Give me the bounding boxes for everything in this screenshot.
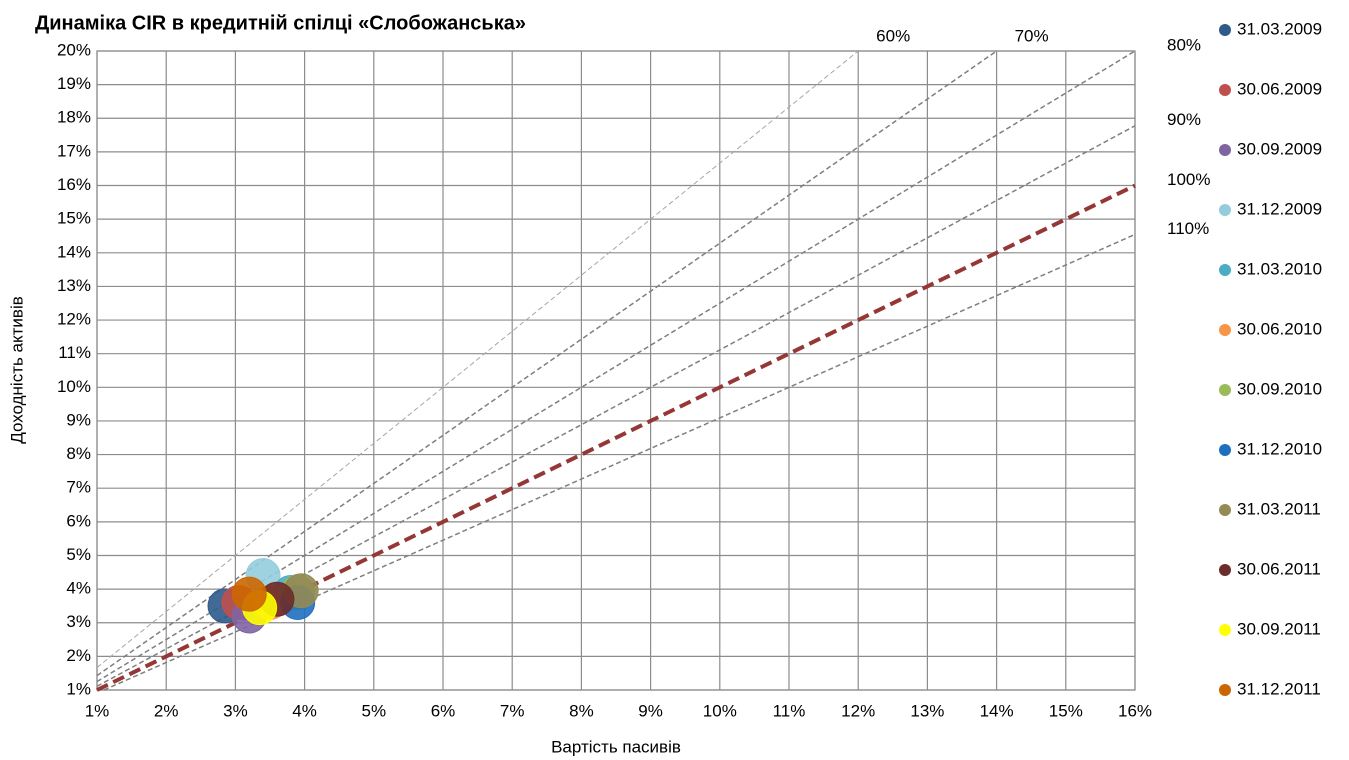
x-tick-label: 4%	[292, 701, 317, 720]
legend-label: 30.09.2011	[1237, 619, 1321, 638]
x-tick-label: 3%	[223, 701, 248, 720]
x-tick-label: 10%	[703, 701, 737, 720]
x-tick-label: 7%	[500, 701, 525, 720]
legend-marker	[1219, 444, 1231, 456]
y-tick-label: 13%	[57, 276, 91, 295]
legend-marker	[1219, 564, 1231, 576]
legend-marker	[1219, 324, 1231, 336]
cir-label: 70%	[1015, 26, 1049, 45]
y-tick-label: 14%	[57, 242, 91, 261]
legend-marker	[1219, 264, 1231, 276]
legend-marker	[1219, 84, 1231, 96]
legend-marker	[1219, 684, 1231, 696]
legend-label: 31.03.2010	[1237, 259, 1322, 278]
legend-marker	[1219, 24, 1231, 36]
x-tick-label: 15%	[1049, 701, 1083, 720]
y-tick-label: 8%	[66, 444, 91, 463]
legend-marker	[1219, 144, 1231, 156]
y-tick-label: 6%	[66, 511, 91, 530]
x-tick-label: 6%	[431, 701, 456, 720]
y-tick-label: 15%	[57, 209, 91, 228]
legend-label: 30.06.2010	[1237, 319, 1322, 338]
y-axis-label: Доходність активів	[7, 296, 26, 444]
cir-label: 90%	[1167, 110, 1201, 129]
y-tick-label: 11%	[58, 343, 91, 362]
y-tick-label: 3%	[66, 612, 91, 631]
x-tick-label: 12%	[841, 701, 875, 720]
y-tick-label: 16%	[57, 175, 91, 194]
y-tick-label: 10%	[57, 377, 91, 396]
x-tick-label: 8%	[569, 701, 594, 720]
legend-label: 31.12.2010	[1237, 439, 1322, 458]
cir-line	[96, 50, 859, 668]
plot-border	[96, 50, 1136, 691]
legend-label: 31.12.2009	[1237, 199, 1322, 218]
cir-line	[96, 50, 998, 677]
y-tick-label: 1%	[66, 679, 91, 698]
y-tick-label: 7%	[66, 478, 91, 497]
legend-marker	[1219, 204, 1231, 216]
y-tick-label: 2%	[66, 646, 91, 665]
legend-label: 30.09.2010	[1237, 379, 1322, 398]
x-tick-label: 2%	[154, 701, 179, 720]
y-tick-label: 9%	[66, 410, 91, 429]
x-tick-label: 11%	[773, 701, 806, 720]
cir-label: 110%	[1167, 219, 1209, 238]
cir-label: 60%	[876, 26, 910, 45]
legend-marker	[1219, 624, 1231, 636]
legend-label: 30.06.2011	[1237, 559, 1321, 578]
x-tick-label: 16%	[1118, 701, 1152, 720]
y-tick-label: 5%	[66, 545, 91, 564]
y-tick-label: 17%	[57, 141, 91, 160]
x-tick-label: 5%	[362, 701, 387, 720]
legend-marker	[1219, 504, 1231, 516]
legend-label: 31.12.2011	[1237, 679, 1321, 698]
chart-title: Динаміка CIR в кредитній спілці «Слобожа…	[35, 12, 526, 34]
legend-label: 30.09.2009	[1237, 139, 1322, 158]
legend-label: 31.03.2011	[1237, 499, 1321, 518]
cir-line	[96, 183, 1136, 692]
bubble	[231, 576, 267, 612]
cir-label: 100%	[1167, 170, 1210, 189]
x-tick-label: 1%	[85, 701, 110, 720]
y-tick-label: 20%	[57, 40, 91, 59]
y-tick-label: 19%	[57, 74, 91, 93]
legend-marker	[1219, 384, 1231, 396]
legend-label: 31.03.2009	[1237, 19, 1322, 38]
y-tick-label: 12%	[57, 310, 91, 329]
legend-label: 30.06.2009	[1237, 79, 1322, 98]
x-tick-label: 14%	[980, 701, 1014, 720]
cir-label: 80%	[1167, 35, 1201, 54]
x-tick-label: 9%	[638, 701, 663, 720]
x-axis-label: Вартість пасивів	[551, 737, 681, 756]
y-tick-label: 4%	[66, 579, 91, 598]
y-tick-label: 18%	[57, 108, 91, 127]
x-tick-label: 13%	[910, 701, 944, 720]
